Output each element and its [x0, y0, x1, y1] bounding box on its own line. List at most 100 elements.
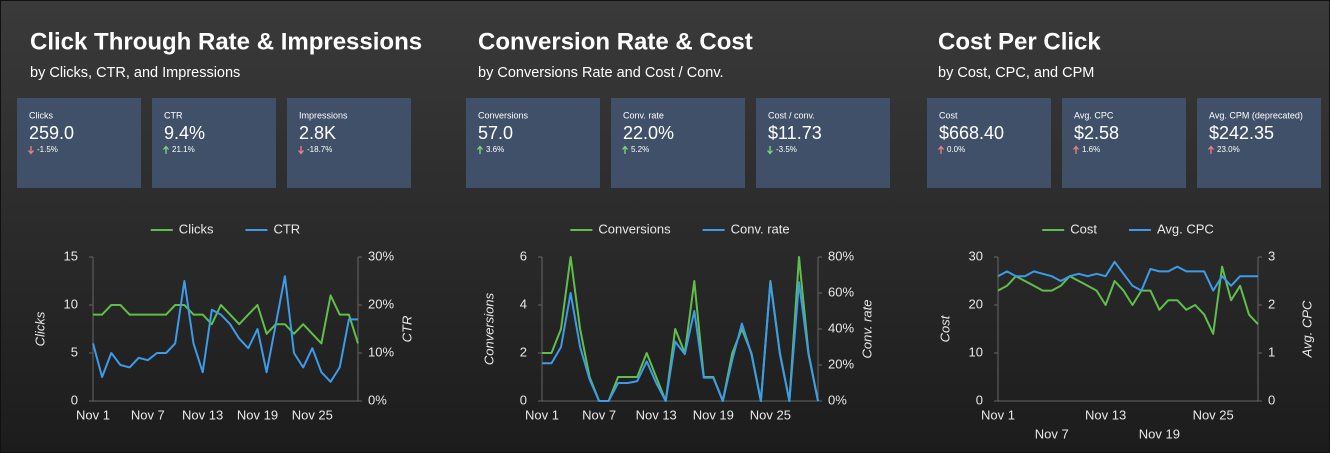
panel-title: Conversion Rate & Cost [478, 28, 753, 55]
y-tick-label: 4 [520, 296, 527, 311]
kpi-value: 259.0 [29, 123, 74, 143]
y2-tick-label: 0 [1268, 392, 1275, 407]
delta-arrow [298, 146, 304, 155]
panel-title: Cost Per Click [938, 28, 1101, 55]
series-line [542, 281, 819, 402]
x-tick-label: Nov 25 [292, 407, 333, 422]
kpi-delta: 23.0% [1217, 145, 1240, 154]
y-tick-label: 10 [64, 296, 78, 311]
kpi-value: 9.4% [164, 123, 205, 143]
x-tick-label: Nov 13 [1085, 407, 1126, 422]
kpi-card [1197, 98, 1321, 188]
legend-label: CTR [273, 221, 300, 236]
y2-tick-label: 20% [828, 356, 854, 371]
y-tick-label: 5 [71, 344, 78, 359]
y2-axis-label: Conv. rate [859, 299, 874, 358]
panel-subtitle: by Cost, CPC, and CPM [938, 65, 1094, 81]
y2-tick-label: 2 [1268, 296, 1275, 311]
y2-tick-label: 20% [368, 296, 394, 311]
x-tick-label: Nov 25 [1193, 407, 1234, 422]
y-tick-label: 0 [976, 392, 983, 407]
y2-axis-label: CTR [399, 316, 414, 343]
kpi-value: $242.35 [1209, 123, 1274, 143]
kpi-value: $668.40 [939, 123, 1004, 143]
x-tick-label: Nov 13 [182, 407, 223, 422]
y2-tick-label: 0% [368, 392, 387, 407]
kpi-label: Conv. rate [623, 110, 664, 120]
kpi-label: Cost / conv. [768, 110, 815, 120]
x-tick-label: Nov 1 [525, 407, 559, 422]
legend-label: Cost [1070, 221, 1097, 236]
series-line [997, 265, 1259, 335]
y-tick-label: 15 [64, 248, 78, 263]
y2-tick-label: 80% [828, 248, 854, 263]
kpi-delta: 0.0% [947, 145, 965, 154]
x-tick-label: Nov 7 [131, 407, 165, 422]
x-tick-label: Nov 7 [1035, 426, 1069, 441]
delta-arrow [28, 146, 34, 155]
kpi-delta: 1.6% [1082, 145, 1100, 154]
x-tick-label: Nov 1 [981, 407, 1015, 422]
y-tick-label: 10 [969, 344, 983, 359]
x-tick-label: Nov 25 [750, 407, 791, 422]
kpi-delta: 5.2% [631, 145, 649, 154]
y2-tick-label: 1 [1268, 344, 1275, 359]
delta-arrow [477, 145, 483, 154]
kpi-card [756, 98, 890, 188]
kpi-label: Avg. CPC [1074, 110, 1114, 120]
panel-subtitle: by Conversions Rate and Cost / Conv. [478, 65, 724, 81]
y-axis-label: Clicks [32, 311, 47, 346]
kpi-delta: -18.7% [307, 145, 332, 154]
delta-arrow [622, 145, 628, 154]
kpi-delta: 21.1% [172, 145, 195, 154]
delta-arrow [767, 146, 773, 155]
y2-tick-label: 0% [828, 392, 847, 407]
legend-label: Conv. rate [731, 221, 790, 236]
kpi-value: $2.58 [1074, 123, 1119, 143]
legend-label: Avg. CPC [1157, 221, 1214, 236]
series-line [93, 294, 359, 345]
x-tick-label: Nov 19 [237, 407, 278, 422]
kpi-label: Cost [939, 110, 958, 120]
y2-tick-label: 60% [828, 284, 854, 299]
legend: Clicks CTR [150, 221, 300, 236]
kpi-label: CTR [164, 110, 183, 120]
kpi-card [466, 98, 600, 188]
kpi-label: Clicks [29, 110, 53, 120]
y-tick-label: 6 [520, 248, 527, 263]
legend: Cost Avg. CPC [1042, 221, 1214, 236]
x-tick-label: Nov 19 [1139, 426, 1180, 441]
kpi-label: Impressions [299, 110, 348, 120]
y2-tick-label: 40% [828, 320, 854, 335]
y-tick-label: 30 [969, 248, 983, 263]
kpi-card [1062, 98, 1186, 188]
kpi-delta: -1.5% [37, 145, 58, 154]
kpi-card [152, 98, 276, 188]
series-line [997, 260, 1258, 292]
kpi-value: 22.0% [623, 123, 674, 143]
x-tick-label: Nov 7 [582, 407, 616, 422]
y-tick-label: 20 [969, 296, 983, 311]
y2-tick-label: 10% [368, 344, 394, 359]
kpi-label: Conversions [478, 110, 529, 120]
y-tick-label: 0 [71, 392, 78, 407]
kpi-value: $11.73 [768, 123, 822, 143]
delta-arrow [163, 145, 169, 154]
x-tick-label: Nov 19 [693, 407, 734, 422]
delta-arrow [938, 145, 944, 154]
legend-label: Conversions [598, 221, 671, 236]
delta-arrow [1073, 145, 1079, 154]
kpi-label: Avg. CPM (deprecated) [1209, 110, 1303, 120]
kpi-card [17, 98, 141, 188]
kpi-value: 57.0 [478, 123, 513, 143]
legend: Conversions Conv. rate [570, 221, 790, 236]
kpi-card [927, 98, 1051, 188]
y-tick-label: 2 [520, 344, 527, 359]
kpi-value: 2.8K [299, 123, 336, 143]
y-axis-label: Cost [937, 314, 952, 342]
y2-tick-label: 30% [368, 248, 394, 263]
y-tick-label: 0 [520, 392, 527, 407]
x-tick-label: Nov 1 [76, 407, 110, 422]
kpi-delta: -3.5% [776, 145, 797, 154]
